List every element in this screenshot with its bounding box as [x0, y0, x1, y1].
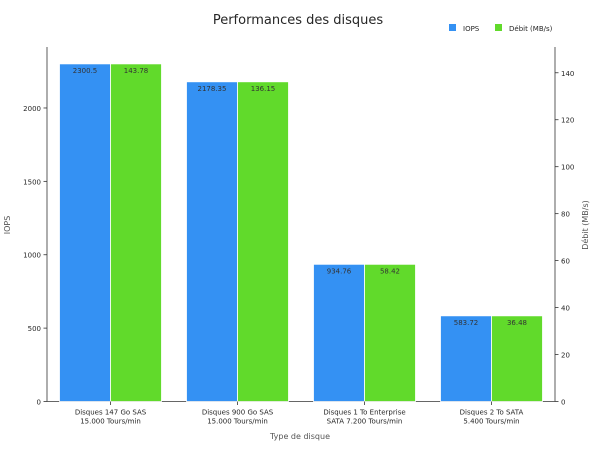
bar-iops-value-label: 2178.35 [198, 85, 227, 93]
y-left-tick-label: 2000 [23, 105, 41, 113]
x-tick-label: Disques 1 To Enterprise [323, 409, 405, 417]
chart-title: Performances des disques [213, 13, 384, 28]
bar-iops [59, 63, 111, 402]
bar-debit-value-label: 36.48 [507, 319, 527, 327]
x-tick-label: SATA 7.200 Tours/min [327, 418, 403, 426]
y-axis-right-label: Débit (MB/s) [580, 200, 590, 250]
x-tick-label: Disques 147 Go SAS [75, 409, 147, 417]
y-right-tick-label: 60 [561, 258, 570, 266]
y-axis-left-label: IOPS [3, 216, 12, 235]
bar-debit [491, 315, 543, 402]
y-left-tick-label: 0 [37, 399, 41, 407]
x-tick-label: 15.000 Tours/min [80, 418, 141, 426]
bar-debit-value-label: 143.78 [124, 67, 149, 75]
y-left-tick-label: 1000 [23, 252, 41, 260]
bar-debit [237, 81, 289, 402]
legend-swatch-iops [449, 24, 456, 31]
bar-iops [440, 315, 492, 402]
x-tick-label: Disques 2 To SATA [460, 409, 524, 417]
bar-debit [110, 63, 162, 402]
y-left-tick-label: 1500 [23, 178, 41, 186]
x-tick-label: Disques 900 Go SAS [202, 409, 274, 417]
y-right-tick-label: 0 [561, 399, 565, 407]
y-right-tick-label: 20 [561, 352, 570, 360]
y-left-tick-label: 500 [28, 325, 41, 333]
y-right-tick-label: 100 [561, 164, 574, 172]
bar-iops-value-label: 2300.5 [73, 67, 98, 75]
y-right-tick-label: 120 [561, 117, 574, 125]
x-axis-label: Type de disque [269, 432, 330, 441]
y-right-tick-label: 40 [561, 305, 570, 313]
bar-iops-value-label: 934.76 [327, 267, 352, 275]
bar-iops-value-label: 583.72 [454, 319, 479, 327]
y-right-tick-label: 80 [561, 211, 570, 219]
legend-label-debit: Débit (MB/s) [509, 25, 553, 33]
x-tick-label: 5.400 Tours/min [463, 418, 519, 426]
bar-debit-value-label: 136.15 [251, 85, 276, 93]
bar-iops [186, 81, 238, 402]
x-tick-label: 15.000 Tours/min [207, 418, 268, 426]
legend-swatch-debit [495, 24, 502, 31]
bar-iops [313, 263, 365, 402]
bar-debit [364, 263, 416, 402]
y-right-tick-label: 140 [561, 70, 574, 78]
bar-debit-value-label: 58.42 [380, 267, 400, 275]
legend-label-iops: IOPS [463, 25, 480, 33]
